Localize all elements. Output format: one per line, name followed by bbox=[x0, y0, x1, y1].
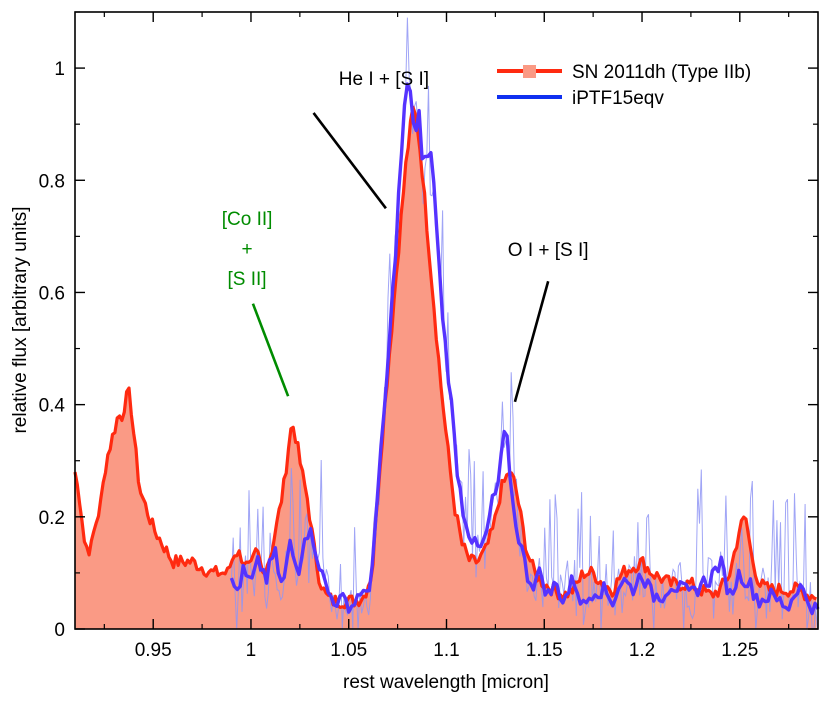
x-tick-label: 1.25 bbox=[721, 640, 758, 661]
annotation-label: [S II] bbox=[228, 269, 267, 290]
annotation-label: + bbox=[242, 239, 253, 260]
legend: SN 2011dh (Type IIb) iPTF15eqv bbox=[497, 62, 751, 109]
x-axis-label: rest wavelength [micron] bbox=[343, 672, 549, 693]
y-tick-label: 0.8 bbox=[39, 171, 65, 192]
y-tick-label: 0.4 bbox=[39, 396, 66, 417]
y-tick-label: 1 bbox=[54, 59, 65, 80]
legend-label-sn2011dh: SN 2011dh (Type IIb) bbox=[572, 62, 751, 83]
y-tick-label: 0.2 bbox=[39, 508, 65, 529]
annotation-pointer bbox=[251, 303, 290, 397]
x-tick-label: 1.05 bbox=[330, 640, 367, 661]
axis-ticks: 0.95 1 1.05 1.1 1.15 1.2 1.25 0 0.2 0.4 0.6 0.8 1 bbox=[39, 11, 818, 661]
annotation-label: [Co II] bbox=[222, 209, 273, 230]
series-line-iptf15eqv bbox=[229, 82, 820, 616]
annotation-pointer bbox=[513, 280, 550, 403]
x-tick-label: 0.95 bbox=[135, 640, 172, 661]
annotations: He I + [S I] [Co II] + [S II] O I + [S I] bbox=[222, 69, 589, 403]
legend-label-iptf15eqv: iPTF15eqv bbox=[572, 88, 664, 109]
legend-marker-sn2011dh bbox=[523, 65, 536, 78]
x-tick-label: 1.1 bbox=[433, 640, 459, 661]
x-tick-label: 1.15 bbox=[526, 640, 563, 661]
y-tick-label: 0.6 bbox=[39, 283, 65, 304]
y-axis-label: relative flux [arbitrary units] bbox=[10, 206, 31, 433]
annotation-pointer bbox=[312, 112, 387, 210]
x-tick-label: 1 bbox=[246, 640, 257, 661]
plot-area bbox=[73, 17, 820, 630]
y-tick-label: 0 bbox=[54, 620, 65, 641]
series-line-sn2011dh bbox=[73, 105, 818, 610]
series-area-sn2011dh bbox=[75, 107, 817, 630]
annotation-label: O I + [S I] bbox=[508, 240, 589, 261]
annotation-label: He I + [S I] bbox=[339, 69, 429, 90]
x-tick-label: 1.2 bbox=[629, 640, 655, 661]
